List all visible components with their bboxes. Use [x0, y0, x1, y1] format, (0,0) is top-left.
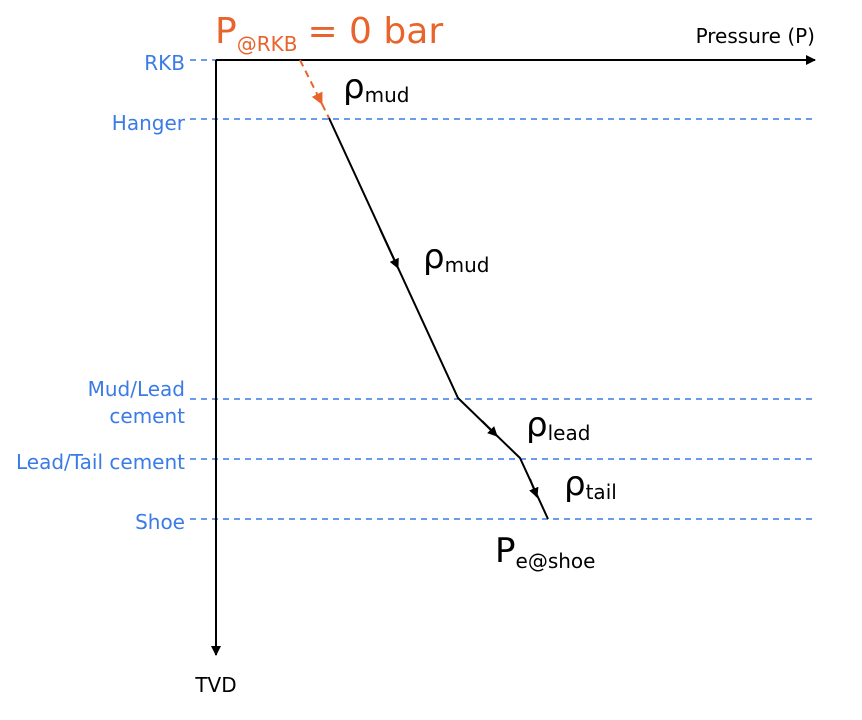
symbol: P [495, 531, 516, 571]
surface-pressure: P@RKB = 0 bar [215, 11, 443, 56]
depth-lines [190, 59, 815, 520]
symbol: ρ [564, 464, 586, 504]
level-label: cement [109, 404, 185, 428]
surface-arrow [299, 59, 323, 105]
value-text: = 0 bar [307, 11, 443, 52]
profile-arrow [529, 478, 539, 498]
level-label: Lead/Tail cement [16, 450, 185, 474]
profile-arrow [481, 420, 498, 437]
profile-arrow [379, 228, 399, 269]
level-label: RKB [144, 51, 185, 75]
level-label: Hanger [112, 111, 186, 135]
subscript: @RKB [237, 32, 298, 56]
subscript: mud [365, 83, 410, 107]
shoe-pressure: Pe@shoe [495, 531, 595, 573]
level-label: Shoe [135, 510, 185, 534]
symbol: P [215, 11, 237, 52]
y-axis-label: TVD [194, 673, 236, 697]
density-label: ρmud [423, 237, 489, 277]
subscript: tail [586, 480, 617, 504]
symbol: ρ [526, 405, 548, 445]
subscript: mud [445, 253, 490, 277]
density-label: ρmud [343, 67, 409, 107]
density-label: ρlead [526, 405, 590, 445]
pressure-profile [328, 117, 549, 520]
x-axis-label: Pressure (P) [696, 24, 815, 48]
symbol: ρ [343, 67, 365, 107]
symbol: ρ [423, 237, 445, 277]
surface-segment [321, 103, 330, 119]
density-label: ρtail [564, 464, 617, 504]
subscript: lead [548, 421, 591, 445]
subscript: e@shoe [516, 549, 596, 573]
level-label: Mud/Lead [88, 377, 185, 401]
